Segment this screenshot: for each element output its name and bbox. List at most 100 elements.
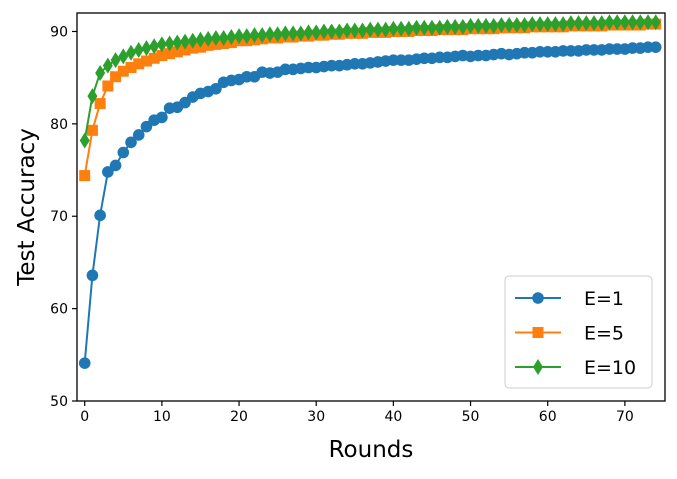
diamond-marker: [334, 23, 345, 40]
diamond-marker: [635, 14, 646, 31]
diamond-marker: [403, 20, 414, 37]
x-axis-ticks: 0 10 20 30 40 50 60 70: [80, 401, 634, 425]
square-marker: [148, 52, 160, 64]
legend-entry: E=10: [515, 357, 636, 379]
square-marker: [133, 58, 145, 70]
y-axis-label: Test Accuracy: [14, 128, 40, 287]
series-e-1: [78, 41, 662, 369]
diamond-marker: [604, 14, 615, 31]
diamond-marker: [434, 19, 445, 36]
diamond-marker: [643, 14, 654, 31]
circle-marker: [140, 120, 153, 133]
diamond-marker: [234, 28, 245, 45]
diamond-marker: [272, 26, 283, 43]
diamond-marker: [534, 16, 545, 33]
circle-marker: [102, 166, 114, 178]
diamond-marker: [118, 48, 129, 65]
circle-marker: [86, 269, 99, 282]
diamond-marker: [303, 24, 314, 41]
diamond-marker: [257, 27, 268, 44]
square-marker: [125, 62, 137, 74]
diamond-marker: [326, 23, 337, 40]
diamond-marker: [87, 88, 98, 105]
diamond-marker: [550, 16, 561, 33]
diamond-marker: [426, 19, 437, 36]
diamond-marker: [589, 15, 600, 32]
diamond-marker: [187, 32, 198, 49]
diamond-marker: [126, 44, 137, 61]
diamond-marker: [411, 19, 422, 36]
diamond-marker: [102, 57, 113, 74]
diamond-marker: [581, 15, 592, 32]
diamond-marker: [210, 29, 221, 46]
diamond-marker: [480, 17, 491, 34]
circle-marker: [78, 357, 91, 369]
diamond-marker: [533, 359, 543, 375]
diamond-marker: [133, 41, 144, 58]
diamond-marker: [511, 17, 522, 34]
square-marker: [102, 80, 114, 92]
legend: E=1 E=5 E=10: [504, 275, 653, 389]
series-layer: [78, 14, 662, 369]
diamond-marker: [172, 34, 183, 51]
diamond-marker: [612, 14, 623, 31]
diamond-marker: [195, 31, 206, 48]
diamond-marker: [357, 22, 368, 39]
diamond-marker: [372, 21, 383, 38]
diamond-marker: [465, 17, 476, 34]
x-tick-label: 70: [616, 409, 634, 425]
diamond-marker: [542, 16, 553, 33]
square-marker: [140, 55, 152, 67]
diamond-marker: [156, 36, 167, 53]
diamond-marker: [241, 28, 252, 45]
diamond-marker: [311, 24, 322, 41]
circle-marker: [156, 111, 168, 124]
y-tick-label: 80: [50, 117, 68, 133]
series-e-10: [79, 14, 661, 149]
diamond-marker: [226, 29, 237, 46]
diamond-marker: [249, 27, 260, 44]
diamond-marker: [110, 52, 121, 69]
diamond-marker: [203, 30, 214, 47]
square-marker: [164, 48, 176, 60]
x-tick-label: 20: [230, 409, 248, 425]
x-tick-label: 60: [539, 409, 557, 425]
square-marker: [532, 327, 544, 338]
diamond-marker: [442, 18, 453, 35]
diamond-marker: [318, 23, 329, 40]
diamond-marker: [79, 132, 90, 149]
square-marker: [117, 65, 129, 77]
circle-marker: [532, 292, 544, 304]
circle-marker: [94, 209, 106, 222]
diamond-marker: [488, 17, 499, 34]
legend-label: E=5: [584, 323, 624, 345]
square-marker: [94, 98, 106, 110]
square-marker: [179, 44, 191, 56]
diamond-marker: [596, 15, 607, 32]
circle-marker: [649, 41, 662, 53]
diamond-marker: [218, 29, 229, 46]
diamond-marker: [288, 25, 299, 42]
circle-marker: [210, 82, 222, 95]
legend-label: E=10: [584, 357, 636, 379]
circle-marker: [125, 136, 137, 149]
x-tick-label: 40: [384, 409, 402, 425]
diamond-marker: [380, 21, 391, 38]
square-marker: [171, 46, 183, 58]
y-tick-label: 70: [50, 209, 68, 225]
diamond-marker: [496, 17, 507, 34]
diamond-marker: [504, 17, 515, 34]
square-marker: [110, 71, 122, 83]
circle-marker: [132, 129, 145, 141]
diamond-marker: [396, 20, 407, 37]
diamond-marker: [349, 22, 360, 39]
diamond-marker: [342, 22, 353, 39]
legend-label: E=1: [584, 288, 624, 310]
diamond-marker: [473, 17, 484, 34]
diamond-marker: [388, 20, 399, 37]
diamond-marker: [365, 21, 376, 38]
diamond-marker: [295, 25, 306, 42]
diamond-marker: [141, 40, 152, 57]
y-tick-label: 60: [50, 302, 68, 318]
